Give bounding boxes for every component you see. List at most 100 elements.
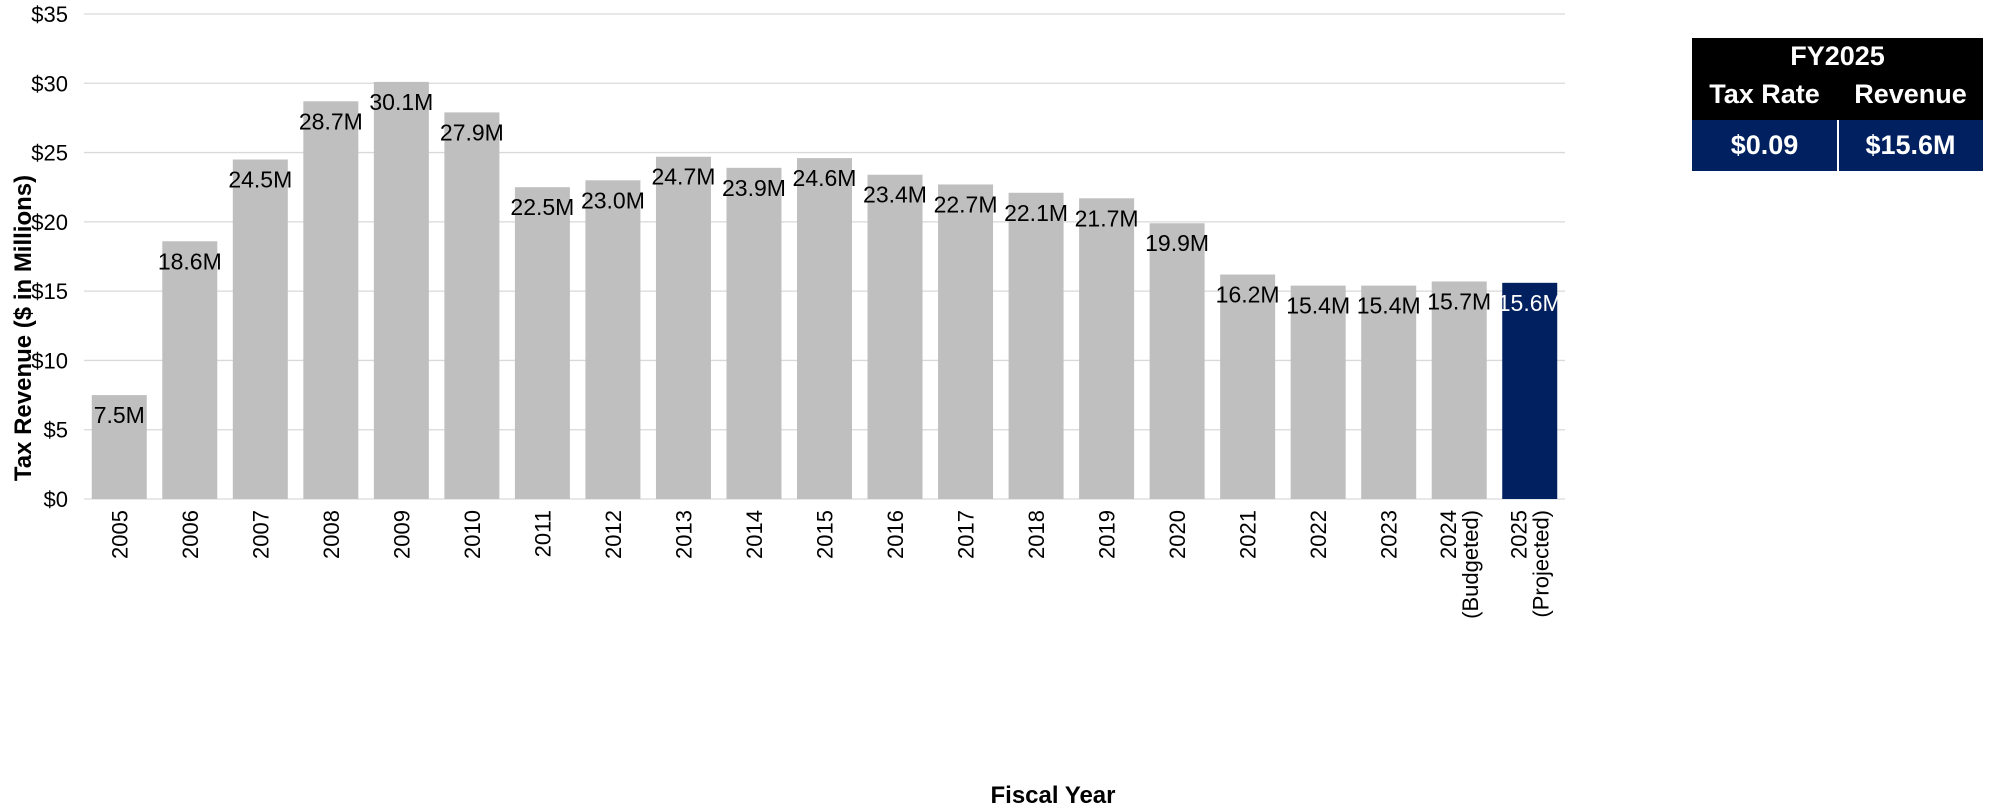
bar-2008 (303, 101, 359, 500)
x-tick-text: 2007 (248, 510, 273, 559)
x-tick-text: 2005 (107, 510, 132, 559)
y-tick-label: $30 (31, 71, 68, 96)
x-tick-text: (Budgeted) (1458, 510, 1483, 619)
x-tick-label: 2016 (883, 510, 908, 559)
data-label: 24.6M (793, 165, 857, 191)
bar-2007 (232, 159, 288, 499)
data-label: 28.7M (299, 108, 363, 134)
x-tick-text: 2023 (1377, 510, 1402, 559)
x-tick-text: 2018 (1024, 510, 1049, 559)
y-axis-title: Tax Revenue ($ in Millions) (10, 175, 37, 481)
data-label: 30.1M (369, 89, 433, 115)
data-label: 22.7M (934, 191, 998, 217)
x-tick-text: 2010 (460, 510, 485, 559)
bar-2013 (655, 156, 711, 499)
y-tick-label: $35 (31, 2, 68, 27)
x-tick-label: 2022 (1306, 510, 1331, 559)
x-tick-text: 2020 (1165, 510, 1190, 559)
data-label: 23.4M (863, 182, 927, 208)
data-label: 19.9M (1145, 230, 1209, 256)
y-tick-label: $15 (31, 279, 68, 304)
x-tick-text: 2008 (319, 510, 344, 559)
callout-header: FY2025 Tax Rate Revenue (1692, 38, 1983, 120)
y-tick-label: $20 (31, 210, 68, 235)
x-tick-text: 2013 (671, 510, 696, 559)
bar-2021 (1220, 274, 1276, 499)
x-tick-text: 2021 (1236, 510, 1261, 559)
data-label: 7.5M (94, 402, 145, 428)
x-tick-label: 2019 (1095, 510, 1120, 559)
x-tick-label: 2007 (248, 510, 273, 559)
x-tick-label: 2021 (1236, 510, 1261, 559)
x-tick-text: 2011 (530, 510, 555, 557)
data-label: 15.4M (1357, 293, 1421, 319)
bar-2020 (1149, 223, 1205, 499)
bars (91, 81, 1558, 500)
data-label: 15.6M (1498, 290, 1562, 316)
bar-2012 (585, 180, 641, 500)
y-axis-ticks: $0 $5 $10 $15 $20 $25 $30 $35 (31, 2, 68, 512)
x-tick-label: 2006 (178, 510, 203, 559)
x-tick-label: 2005 (107, 510, 132, 559)
x-tick-label: 2023 (1377, 510, 1402, 559)
data-label: 23.0M (581, 187, 645, 213)
bar-2022 (1290, 285, 1346, 499)
x-tick-text: 2016 (883, 510, 908, 559)
callout-title: FY2025 (1790, 41, 1885, 71)
bar-2014 (726, 167, 782, 500)
data-label: 22.5M (510, 194, 574, 220)
x-tick-label: 2011 (530, 510, 555, 557)
bar-2005 (91, 395, 147, 499)
bar-2010 (444, 112, 500, 499)
data-label: 16.2M (1216, 282, 1280, 308)
y-tick-label: $0 (44, 487, 68, 512)
x-tick-text: 2006 (178, 510, 203, 559)
data-label: 24.7M (651, 164, 715, 190)
x-axis-ticks: 2005 2006 2007 2008 2009 2010 2011 2012 2013 2014… (107, 510, 1553, 619)
bar-2011 (514, 187, 570, 499)
bar-2024 (1431, 281, 1487, 499)
bar-2019 (1079, 198, 1135, 500)
tax-rate-header: Tax Rate (1709, 79, 1820, 109)
bar-2006 (162, 241, 218, 499)
revenue-header: Revenue (1854, 79, 1967, 109)
data-label: 23.9M (722, 175, 786, 201)
x-tick-label: 2024(Budgeted) (1436, 510, 1483, 619)
data-label: 27.9M (440, 119, 504, 145)
data-label: 18.6M (158, 248, 222, 274)
x-tick-label: 2014 (742, 510, 767, 559)
x-tick-label: 2015 (813, 510, 838, 559)
revenue-value: $15.6M (1865, 130, 1956, 160)
data-label: 15.7M (1427, 288, 1491, 314)
bar-2015 (797, 158, 852, 499)
callout-separator (1837, 120, 1839, 171)
x-tick-text: 2019 (1095, 510, 1120, 559)
bar-2016 (867, 174, 923, 499)
bar-2025 (1502, 282, 1558, 499)
x-tick-text: 2025 (1507, 510, 1532, 559)
x-axis-title: Fiscal Year (991, 782, 1116, 808)
data-label: 22.1M (1004, 200, 1068, 226)
x-tick-text: 2015 (813, 510, 838, 559)
x-tick-text: (Projected) (1529, 510, 1554, 618)
data-label: 21.7M (1075, 205, 1139, 231)
x-tick-label: 2012 (601, 510, 626, 559)
x-tick-label: 2017 (954, 510, 979, 559)
x-tick-label: 2010 (460, 510, 485, 559)
x-tick-text: 2014 (742, 510, 767, 559)
x-tick-label: 2008 (319, 510, 344, 559)
data-label: 15.4M (1286, 293, 1350, 319)
bar-2018 (1008, 192, 1064, 499)
x-tick-text: 2022 (1306, 510, 1331, 559)
x-tick-label: 2025(Projected) (1507, 510, 1554, 618)
x-tick-label: 2013 (671, 510, 696, 559)
bar-2009 (373, 81, 429, 500)
callout-values-row: $0.09 $15.6M (1692, 120, 1983, 171)
x-tick-label: 2020 (1165, 510, 1190, 559)
x-tick-label: 2009 (389, 510, 414, 559)
bar-2017 (938, 184, 994, 499)
bar-2023 (1361, 285, 1417, 499)
x-tick-text: 2024 (1436, 510, 1461, 559)
